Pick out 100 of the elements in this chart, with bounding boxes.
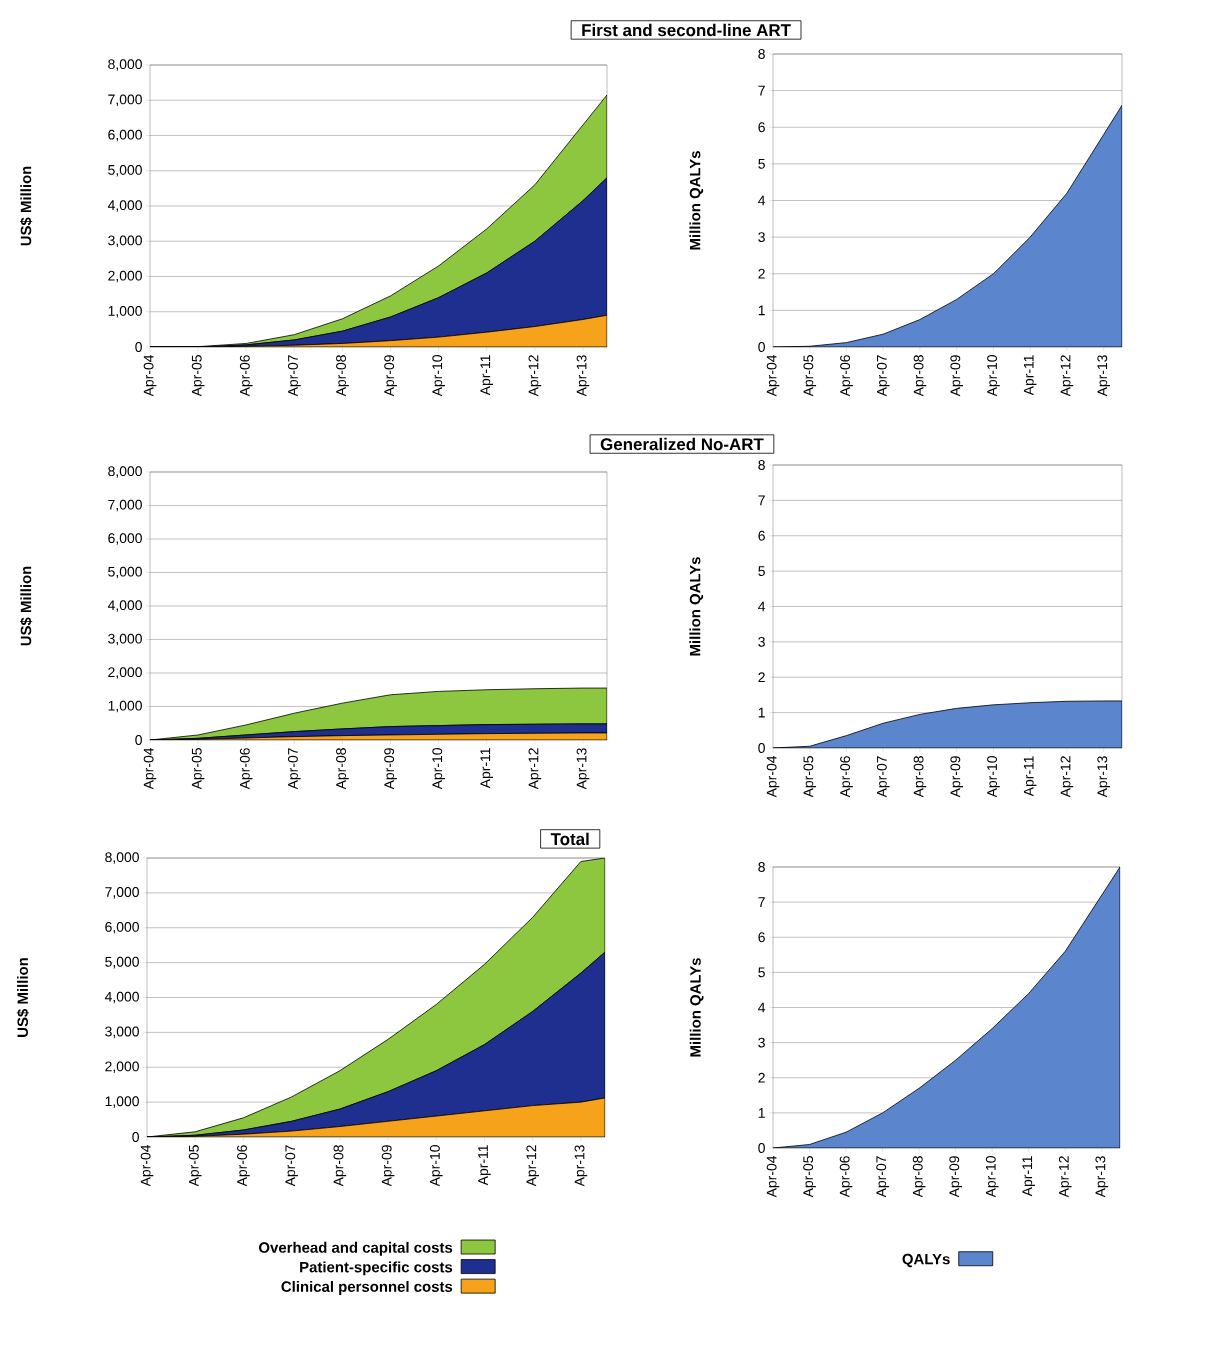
x-tick-label: Apr-13	[576, 355, 590, 397]
y-tick-label: 6	[758, 530, 765, 541]
x-tick-label: Apr-13	[1097, 355, 1110, 397]
x-tick-label: Apr-13	[576, 748, 590, 790]
x-tick-label: Apr-10	[429, 1145, 443, 1187]
y-tick-label: 1,000	[105, 1096, 139, 1108]
x-tick-label: Apr-08	[336, 748, 349, 790]
x-tick-label: Apr-13	[1095, 1156, 1109, 1198]
y-tick-label: 2	[758, 268, 765, 279]
y-tick-label: 0	[135, 342, 142, 352]
y-tick-label: 4	[758, 195, 766, 206]
x-tick-label: Apr-04	[766, 755, 780, 798]
x-tick-label: Apr-12	[528, 748, 542, 790]
y-axis-title: Million QALYs	[689, 151, 704, 250]
y-tick-label: 3,000	[105, 1026, 139, 1039]
x-tick-label: Apr-06	[239, 355, 253, 397]
x-tick-label: Apr-08	[913, 355, 927, 397]
y-tick-label: 8,000	[105, 852, 139, 864]
y-tick-label: 6	[758, 122, 765, 133]
legend-label: QALYs	[902, 1253, 950, 1268]
y-tick-label: 7	[758, 85, 765, 96]
y-tick-label: 3,000	[108, 235, 142, 247]
x-tick-label: Apr-09	[949, 1156, 962, 1198]
legend-label: Overhead and capital costs	[259, 1241, 453, 1256]
x-tick-label: Apr-10	[432, 748, 445, 790]
y-tick-label: 2,000	[108, 667, 142, 679]
x-tick-label: Apr-04	[766, 354, 780, 397]
x-tick-label: Apr-09	[950, 355, 964, 397]
x-tick-label: Apr-08	[912, 1156, 926, 1198]
y-tick-label: 1,000	[108, 700, 142, 713]
x-tick-label: Apr-13	[1097, 756, 1110, 798]
text: Generalized No-ART	[600, 437, 764, 451]
y-tick-label: 0	[132, 1132, 139, 1142]
y-tick-label: 1,000	[108, 305, 142, 318]
y-tick-label: 3	[758, 1037, 765, 1048]
x-tick-label: Apr-05	[191, 748, 205, 790]
y-tick-label: 4	[758, 601, 766, 612]
x-tick-label: Apr-12	[526, 1145, 539, 1187]
x-tick-label: Apr-10	[985, 1156, 999, 1198]
y-tick-label: 5	[758, 566, 765, 576]
x-tick-label: Apr-05	[803, 756, 817, 798]
x-tick-label: Apr-05	[803, 1156, 816, 1198]
x-tick-label: Apr-05	[803, 355, 817, 397]
x-tick-label: Apr-04	[143, 354, 157, 397]
y-tick-label: 7,000	[108, 94, 142, 106]
x-tick-label: Apr-09	[384, 355, 397, 397]
x-tick-label: Apr-08	[333, 1145, 347, 1187]
x-tick-label: Apr-10	[432, 355, 445, 397]
y-tick-label: 5	[758, 967, 765, 978]
y-axis-title: US$ Million	[20, 166, 33, 246]
legend-label: Clinical personnel costs	[281, 1280, 453, 1295]
y-tick-label: 0	[758, 743, 765, 753]
y-tick-label: 3	[758, 636, 765, 647]
y-tick-label: 6,000	[108, 533, 142, 545]
x-tick-label: Apr-04	[143, 747, 157, 790]
y-tick-label: 6,000	[105, 921, 139, 934]
y-tick-label: 0	[758, 342, 765, 352]
x-tick-label: Apr-08	[913, 756, 927, 798]
x-tick-label: Apr-06	[237, 1145, 250, 1187]
x-tick-label: Apr-07	[876, 1156, 889, 1198]
y-tick-label: 1	[758, 707, 765, 718]
x-tick-label: Apr-11	[480, 355, 493, 396]
y-tick-label: 1	[758, 305, 765, 316]
x-tick-label: Apr-10	[987, 355, 1000, 397]
y-tick-label: 0	[758, 1143, 765, 1153]
y-tick-label: 4,000	[104, 991, 139, 1004]
y-tick-label: 4	[758, 1002, 766, 1013]
x-tick-label: Apr-12	[1060, 756, 1074, 798]
y-tick-label: 7,000	[105, 887, 139, 899]
x-tick-label: Apr-09	[950, 756, 964, 798]
y-tick-label: 7	[758, 495, 765, 506]
y-tick-label: 7,000	[108, 499, 142, 512]
x-tick-label: Apr-11	[1022, 1156, 1035, 1197]
y-tick-label: 6	[758, 932, 765, 943]
x-tick-label: Apr-04	[140, 1144, 154, 1187]
x-tick-label: Apr-13	[574, 1145, 588, 1187]
x-tick-label: Apr-09	[381, 1145, 395, 1187]
y-tick-label: 1	[758, 1108, 765, 1118]
x-tick-label: Apr-12	[528, 355, 542, 397]
x-tick-label: Apr-12	[1058, 1156, 1072, 1198]
y-tick-label: 5,000	[105, 956, 139, 969]
x-tick-label: Apr-07	[287, 355, 301, 397]
x-tick-label: Apr-09	[384, 748, 397, 790]
y-tick-label: 5	[758, 159, 765, 169]
y-axis-title: Million QALYs	[689, 958, 704, 1057]
y-tick-label: 5,000	[108, 566, 142, 579]
x-tick-label: Apr-07	[287, 748, 301, 790]
x-tick-label: Apr-12	[1060, 355, 1074, 397]
y-tick-label: 2	[758, 1072, 765, 1083]
y-tick-label: 6,000	[108, 129, 142, 142]
x-tick-label: Apr-07	[285, 1145, 298, 1187]
x-tick-label: Apr-05	[188, 1145, 202, 1187]
y-tick-label: 4,000	[107, 200, 142, 212]
x-tick-label: Apr-04	[766, 1155, 780, 1198]
x-tick-label: Apr-06	[839, 1156, 853, 1198]
y-tick-label: 8	[758, 49, 765, 59]
y-tick-label: 8,000	[108, 466, 142, 478]
y-tick-label: 4,000	[107, 600, 142, 612]
x-tick-label: Apr-05	[191, 355, 205, 397]
y-tick-label: 3	[758, 232, 765, 243]
